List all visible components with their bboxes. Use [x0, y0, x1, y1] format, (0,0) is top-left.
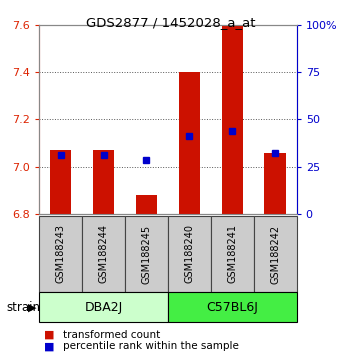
- Text: GSM188243: GSM188243: [56, 224, 66, 284]
- Bar: [168, 216, 211, 292]
- Text: transformed count: transformed count: [63, 330, 160, 339]
- Bar: [211, 216, 254, 292]
- Bar: [50, 150, 71, 214]
- Bar: [179, 72, 200, 214]
- Text: ▶: ▶: [28, 302, 36, 312]
- Text: GSM188241: GSM188241: [227, 224, 237, 284]
- Text: DBA2J: DBA2J: [85, 301, 123, 314]
- Text: C57BL6J: C57BL6J: [206, 301, 258, 314]
- Text: strain: strain: [7, 301, 41, 314]
- Bar: [222, 25, 243, 214]
- Bar: [254, 216, 297, 292]
- Text: GSM188245: GSM188245: [142, 224, 151, 284]
- Text: GSM188240: GSM188240: [184, 224, 194, 284]
- Bar: [265, 153, 286, 214]
- Bar: [82, 216, 125, 292]
- Bar: [39, 216, 82, 292]
- Bar: [125, 216, 168, 292]
- Text: ■: ■: [44, 330, 55, 339]
- Text: GDS2877 / 1452028_a_at: GDS2877 / 1452028_a_at: [86, 16, 255, 29]
- Text: percentile rank within the sample: percentile rank within the sample: [63, 341, 239, 351]
- Bar: [168, 292, 297, 322]
- Bar: [136, 195, 157, 214]
- Text: GSM188242: GSM188242: [270, 224, 280, 284]
- Bar: [93, 150, 114, 214]
- Text: ■: ■: [44, 341, 55, 351]
- Bar: [39, 292, 168, 322]
- Text: GSM188244: GSM188244: [99, 224, 108, 284]
